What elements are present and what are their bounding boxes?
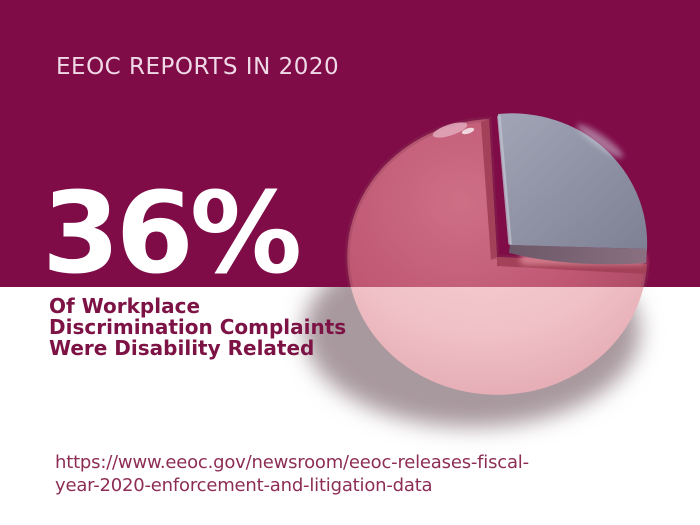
- stat-description: Of Workplace Discrimination Complaints W…: [49, 296, 346, 359]
- stat-value: 36%: [42, 169, 302, 299]
- pie-body-upper: [344, 116, 650, 287]
- stat-description-line-3: Were Disability Related: [49, 336, 315, 360]
- header-title: EEOC REPORTS IN 2020: [56, 54, 340, 80]
- stat-description-line-1: Of Workplace: [49, 294, 201, 318]
- pie-slice-edge-highlight: [497, 115, 512, 245]
- pie-body-lower: [350, 287, 644, 395]
- pie-specular-highlight: [432, 122, 468, 138]
- source-url-line-2: year-2020-enforcement-and-litigation-dat…: [55, 475, 433, 496]
- pie-upper-half: [344, 113, 650, 287]
- stat-description-line-2: Discrimination Complaints: [49, 315, 347, 339]
- pie-slice-specular: [576, 124, 624, 158]
- pie-slice-bevel: [509, 245, 647, 265]
- pie-notch-wall-left: [481, 119, 497, 260]
- source-url-line-1: https://www.eeoc.gov/newsroom/eeoc-relea…: [55, 452, 529, 473]
- pie-lower-half: [304, 287, 644, 427]
- source-url: https://www.eeoc.gov/newsroom/eeoc-relea…: [55, 451, 529, 497]
- pie-specular-dot: [461, 127, 475, 135]
- pie-slice-gray: [498, 113, 648, 250]
